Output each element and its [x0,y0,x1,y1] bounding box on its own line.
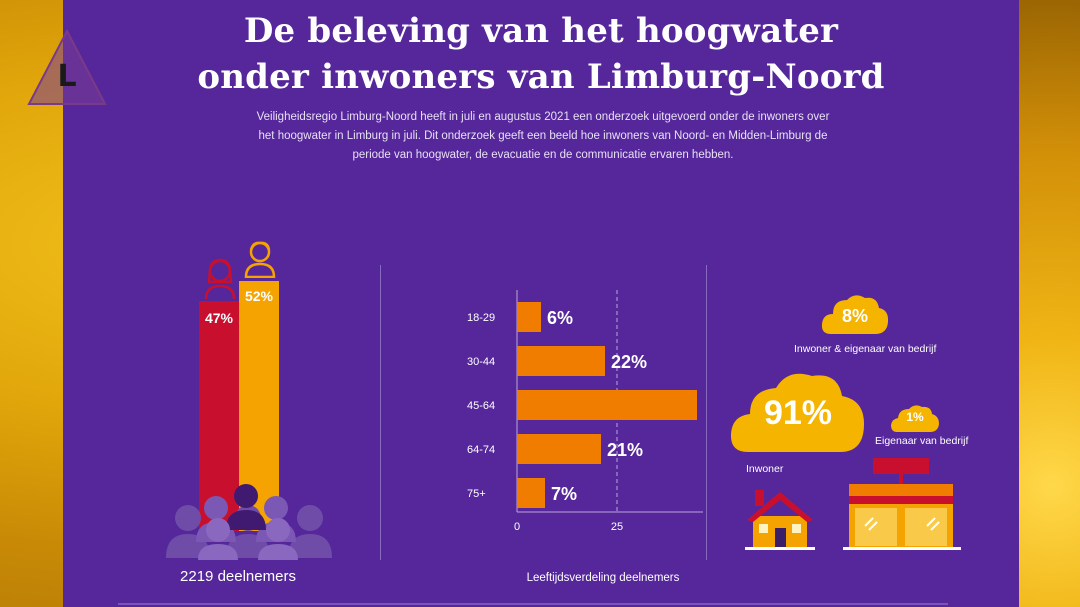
cloud-resident-icon [730,373,864,452]
logo-letter: L [57,59,76,94]
male-icon [244,241,276,278]
title-line-2: onder inwoners van Limburg-Noord [197,57,885,97]
bar-45-64 [517,390,697,420]
value-label: 7% [551,484,577,504]
background-flower-right [1010,0,1080,607]
logo-icon: L [27,28,107,105]
female-icon [204,258,236,300]
participants-count: 2219 deelnemers [180,568,296,585]
divider-right [706,265,707,560]
x-tick-label: 0 [514,521,520,533]
shop-icon [843,458,961,550]
category-label: 64-74 [467,444,495,456]
cloud-business-icon [891,405,939,432]
infographic-panel: De beleving van het hoogwater onder inwo… [63,0,1019,607]
divider-left [380,265,381,560]
age-chart-caption: Leeftijdsverdeling deelnemers [526,572,680,584]
value-label: 6% [547,308,573,328]
female-percentage: 47% [204,310,234,326]
x-tick-label: 25 [611,521,623,533]
resident-label: Inwoner [746,463,784,475]
business-label: Eigenaar van bedrijf [875,435,969,447]
value-label: 21% [607,440,643,460]
bar-64-74 [517,434,601,464]
category-label: 75+ [467,488,486,500]
male-percentage: 52% [244,288,274,304]
title-line-1: De beleving van het hoogwater [243,11,839,51]
category-label: 45-64 [467,400,495,412]
house-icon [745,490,815,550]
bar-30-44 [517,346,605,376]
owner-business-percentage: 8% [841,306,868,326]
business-percentage: 1% [906,410,924,424]
resident-percentage: 91% [763,394,833,432]
value-label: 22% [611,352,647,372]
page-title: De beleving van het hoogwater onder inwo… [63,8,1019,100]
female-bar [199,301,239,531]
category-label: 30-44 [467,356,495,368]
intro-text: Veiligheidsregio Limburg-Noord heeft in … [256,111,830,161]
cloud-owner-business-icon [821,295,889,334]
crowd-icon [166,484,332,560]
bar-75+ [517,478,545,508]
category-label: 18-29 [467,312,495,324]
owner-business-label: Inwoner & eigenaar van bedrijf [794,343,937,355]
bottom-rule [118,603,948,605]
bar-18-29 [517,302,541,332]
